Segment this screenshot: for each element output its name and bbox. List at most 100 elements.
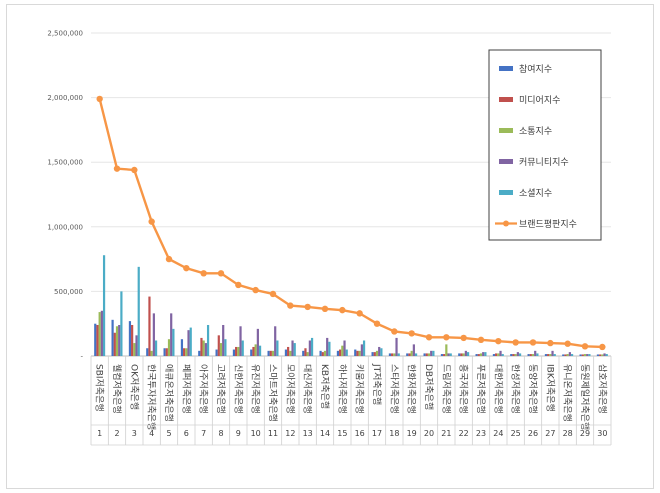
bar (492, 354, 496, 356)
bar (391, 353, 394, 356)
line-point (269, 290, 277, 298)
category-number: 14 (320, 429, 330, 438)
line-point (564, 340, 571, 347)
category-label: 동양저축은행 (527, 364, 539, 414)
bar (475, 354, 478, 356)
category-label: 애큐온저축은행 (163, 364, 175, 422)
bar (289, 350, 292, 356)
y-tick-label: 500,000 (54, 288, 83, 296)
category-label: 삼호저축은행 (596, 364, 608, 414)
bar (458, 353, 461, 356)
line-point (339, 306, 346, 314)
bar (427, 353, 431, 356)
legend-swatch (499, 97, 513, 102)
category-number: 1 (97, 429, 102, 438)
category-label: 웰컴저축은행 (111, 364, 123, 414)
category-label: 스타저축은행 (388, 364, 400, 414)
line-point (408, 330, 415, 337)
category-number: 18 (389, 429, 399, 438)
bar (406, 353, 409, 356)
bar (410, 350, 413, 356)
line-point (547, 339, 554, 347)
bar (276, 340, 279, 356)
bar (464, 350, 467, 356)
line-point (443, 334, 450, 341)
bar (287, 346, 290, 356)
line-point (304, 303, 311, 311)
bar (111, 319, 114, 356)
bar (146, 348, 149, 356)
category-number: 21 (441, 429, 451, 438)
category-number: 26 (528, 429, 538, 438)
bar (603, 353, 606, 356)
bar (185, 348, 188, 356)
bar (148, 296, 151, 356)
brand-index-line (96, 95, 606, 351)
line-point (235, 281, 242, 289)
bar (96, 324, 99, 356)
bar (443, 354, 446, 356)
category-label: 페퍼저축은행 (180, 364, 192, 414)
line-point (391, 328, 398, 335)
bar (371, 352, 374, 356)
bar (113, 332, 116, 356)
bar (479, 353, 483, 356)
bar (293, 343, 296, 356)
bar (445, 344, 448, 356)
bar (120, 291, 123, 356)
bar (328, 341, 331, 356)
category-label: KB저축은행 (319, 364, 331, 409)
bar (252, 346, 255, 356)
line-point (599, 343, 606, 351)
line-point (96, 95, 103, 103)
bar (497, 353, 500, 356)
line-point (529, 339, 537, 346)
bar (267, 350, 270, 356)
bar (547, 354, 550, 356)
category-number: 24 (493, 429, 503, 438)
bar (466, 352, 470, 356)
bar (462, 353, 465, 356)
legend-box (488, 49, 602, 241)
bar (271, 350, 275, 356)
bar (358, 350, 361, 356)
category-number: 15 (337, 429, 347, 438)
bar (304, 348, 307, 356)
bar (115, 326, 119, 356)
bar (477, 354, 480, 356)
bar (423, 353, 426, 356)
category-number: 8 (218, 429, 223, 438)
bar (393, 353, 396, 356)
category-label: 키움저축은행 (354, 364, 366, 414)
category-number: 5 (166, 429, 171, 438)
category-label: 유진저축은행 (250, 364, 262, 414)
y-tick-label: - (80, 353, 83, 361)
bar (258, 345, 262, 356)
bar (514, 354, 517, 356)
category-label: 한성저축은행 (510, 364, 522, 414)
bar (150, 350, 153, 356)
y-tick-label: 1,500,000 (47, 159, 83, 167)
legend-label: 커뮤니티지수 (519, 157, 569, 168)
line-point (356, 310, 363, 317)
bar (284, 349, 288, 356)
bar (256, 328, 259, 356)
bar (460, 353, 463, 356)
line-point (512, 339, 519, 346)
bar (378, 346, 381, 356)
category-label: 아주저축은행 (198, 364, 210, 414)
line-point (148, 218, 155, 225)
bar (345, 349, 348, 356)
bar (339, 349, 342, 356)
line-point (287, 302, 294, 309)
legend-marker (503, 220, 509, 227)
bar (397, 353, 400, 356)
y-tick-label: 2,000,000 (47, 94, 83, 102)
line-point (165, 255, 173, 263)
category-label: 신한저축은행 (232, 364, 244, 414)
bar (170, 313, 173, 356)
category-label: 하나저축은행 (336, 364, 348, 414)
bar (219, 343, 223, 356)
legend-swatch (499, 159, 513, 164)
bar (98, 312, 101, 356)
